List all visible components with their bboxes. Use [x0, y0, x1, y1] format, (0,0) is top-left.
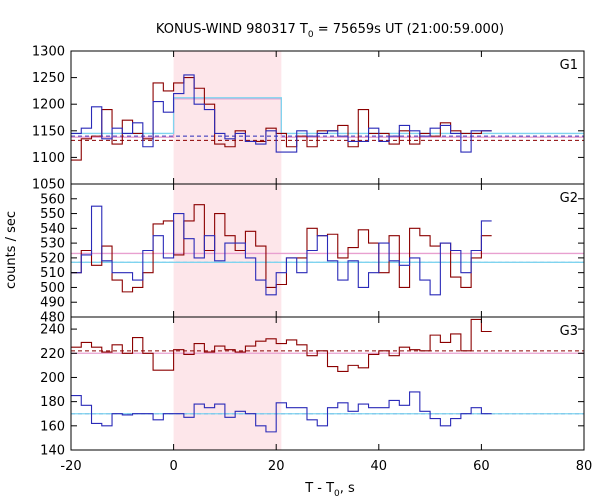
y-tick-label: 490 — [40, 296, 65, 311]
x-axis-label-suffix: , s — [340, 481, 355, 496]
x-tick-label: 60 — [473, 459, 490, 474]
y-tick-label: 550 — [40, 207, 65, 222]
panel-label: G2 — [560, 191, 578, 206]
y-tick-label: 1200 — [32, 98, 65, 113]
blue-model-line — [71, 97, 584, 135]
y-tick-label: 560 — [40, 192, 65, 207]
x-axis-label: T - T0, s — [304, 481, 355, 499]
panel-label: G1 — [560, 58, 578, 73]
chart-title-subscript: 0 — [308, 30, 314, 40]
y-tick-label: 1100 — [32, 151, 65, 166]
y-tick-label: 1250 — [32, 71, 65, 86]
panel-g3: 140 160 180 200 220 240 G3 — [40, 316, 585, 459]
y-tick-label: 480 — [40, 311, 65, 326]
highlight-interval — [173, 184, 282, 317]
y-tick-label: 1150 — [32, 124, 65, 139]
y-axis-label: counts / sec — [4, 211, 19, 289]
y-tick-label: 240 — [40, 323, 65, 338]
chart-title-prefix: KONUS-WIND 980317 T — [156, 22, 308, 37]
y-tick-label: 180 — [40, 395, 65, 410]
y-tick-label: 140 — [40, 444, 65, 459]
panel-g1: 1050 1100 1150 1200 1250 1300 G1 — [32, 45, 585, 193]
y-tick-label: 510 — [40, 266, 65, 281]
panel-series — [71, 74, 492, 161]
blue-series-line — [71, 74, 492, 153]
panel-frame — [70, 316, 585, 451]
x-axis-label-main: T - T — [304, 481, 334, 496]
panel-frame — [70, 50, 585, 185]
y-tick-label: 530 — [40, 237, 65, 252]
y-tick-label: 220 — [40, 347, 65, 362]
panel-series — [71, 318, 492, 433]
x-tick-label: -20 — [60, 459, 81, 474]
y-tick-label: 200 — [40, 371, 65, 386]
blue-series-line — [71, 205, 492, 296]
blue-series-line — [71, 391, 492, 433]
y-tick-label: 160 — [40, 419, 65, 434]
x-tick-label: 20 — [268, 459, 285, 474]
highlight-interval — [173, 317, 282, 450]
panels: 1050 1100 1150 1200 1250 1300 G1 48049050051052… — [32, 45, 592, 475]
x-tick-label: 40 — [371, 459, 388, 474]
y-tick-label: 520 — [40, 251, 65, 266]
red-series-line — [71, 318, 492, 372]
y-tick-label: 1300 — [32, 45, 65, 60]
x-tick-label: 0 — [169, 459, 177, 474]
x-tick-label: 80 — [576, 459, 593, 474]
chart-title-suffix: = 75659s UT (21:00:59.000) — [314, 22, 504, 37]
panel-label: G3 — [560, 324, 578, 339]
chart-title: KONUS-WIND 980317 T0 = 75659s UT (21:00:… — [156, 22, 504, 40]
y-tick-label: 1050 — [32, 178, 65, 193]
x-axis-label-subscript: 0 — [334, 489, 340, 499]
y-tick-label: 500 — [40, 281, 65, 296]
highlight-interval — [173, 51, 282, 184]
panel-series — [71, 204, 492, 296]
y-tick-label: 540 — [40, 222, 65, 237]
red-model-line — [71, 98, 584, 138]
